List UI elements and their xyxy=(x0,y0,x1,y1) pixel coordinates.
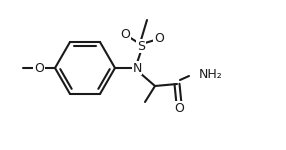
Text: S: S xyxy=(137,39,145,52)
Text: NH₂: NH₂ xyxy=(199,68,223,81)
Text: O: O xyxy=(34,61,44,75)
Text: O: O xyxy=(174,102,184,114)
Text: N: N xyxy=(132,61,142,75)
Text: O: O xyxy=(154,32,164,45)
Text: O: O xyxy=(120,27,130,40)
